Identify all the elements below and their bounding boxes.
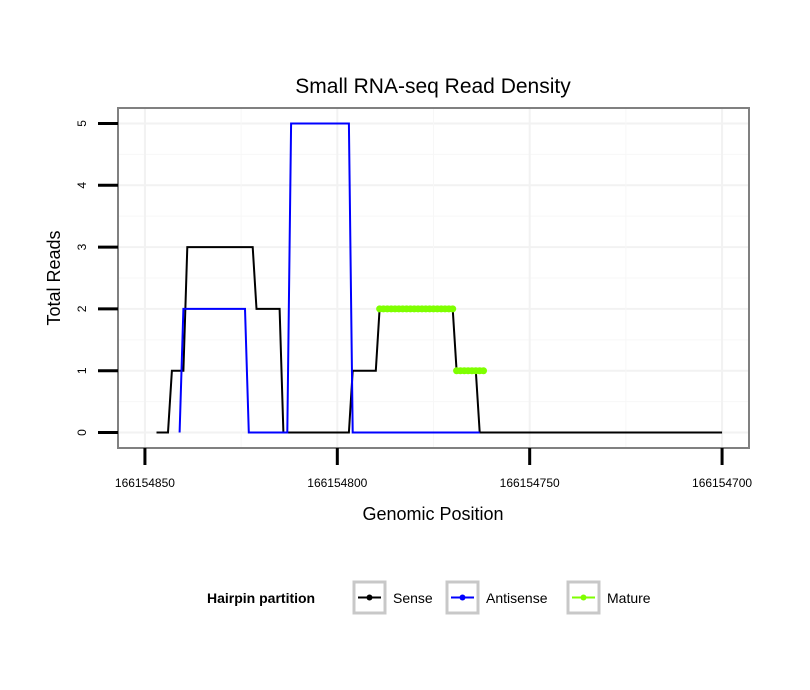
y-tick-label: 0 [75, 429, 89, 436]
x-tick-label: 166154850 [115, 476, 175, 490]
y-tick-label: 3 [75, 243, 89, 250]
chart-title: Small RNA-seq Read Density [295, 75, 571, 98]
y-tick-label: 4 [75, 182, 89, 189]
x-tick-label: 166154700 [692, 476, 752, 490]
legend-title: Hairpin partition [207, 590, 315, 606]
x-axis: 166154850 166154800 166154750 166154700 [115, 448, 752, 490]
legend-label-mature: Mature [607, 590, 651, 606]
y-axis-title: Total Reads [44, 230, 64, 325]
grid [118, 108, 749, 448]
x-tick-label: 166154750 [500, 476, 560, 490]
y-tick-label: 2 [75, 305, 89, 312]
series-layer [156, 122, 723, 434]
legend-label-sense: Sense [393, 590, 433, 606]
legend-marker-sense [366, 594, 373, 601]
plot-panel [117, 107, 750, 449]
series-line-antisense [178, 122, 480, 434]
series-point-mature [480, 367, 488, 375]
legend-label-antisense: Antisense [486, 590, 548, 606]
y-tick-label: 5 [75, 120, 89, 127]
x-tick-label: 166154800 [307, 476, 367, 490]
series-point-mature [449, 305, 457, 313]
y-axis: 0 1 2 3 4 5 [75, 120, 118, 436]
legend-marker-mature [580, 594, 587, 601]
x-axis-title: Genomic Position [362, 504, 503, 524]
legend-marker-antisense [459, 594, 466, 601]
legend: Hairpin partition Sense Antisense Mature [207, 580, 651, 615]
y-tick-label: 1 [75, 367, 89, 374]
